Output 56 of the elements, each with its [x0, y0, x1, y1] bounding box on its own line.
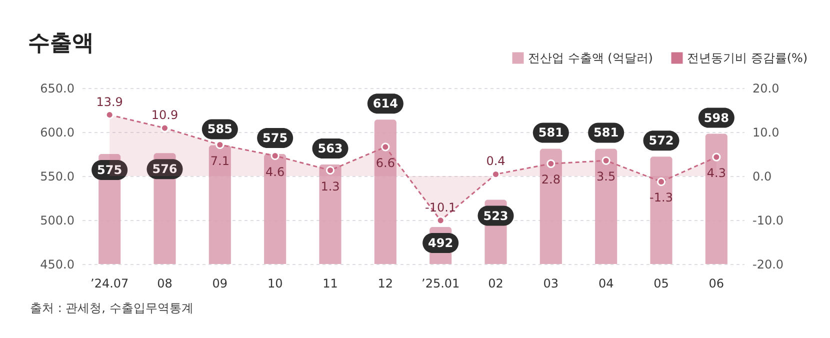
point — [546, 159, 556, 168]
data-label: 7.1 — [210, 154, 230, 168]
data-label: 6.6 — [376, 156, 395, 170]
x-tick-label: 04 — [598, 276, 614, 290]
data-label: 492 — [428, 236, 454, 250]
data-label: 13.9 — [96, 94, 123, 109]
y2-tick-label: 20.0 — [752, 82, 780, 96]
point — [381, 142, 390, 152]
chart-title: 수출액 — [28, 30, 94, 58]
x-tick-label: 09 — [212, 276, 228, 290]
y-tick-label: 450.0 — [40, 258, 74, 272]
x-tick-label: ’25.01 — [421, 276, 460, 290]
x-tick-label: 06 — [708, 276, 724, 290]
data-label: 10.9 — [151, 108, 178, 122]
y-tick-label: 600.0 — [40, 126, 74, 140]
point — [602, 156, 610, 165]
y-tick-label: 550.0 — [40, 170, 74, 184]
data-label: 0.4 — [486, 154, 506, 168]
data-label: 575 — [97, 163, 122, 177]
data-label: 572 — [648, 134, 674, 148]
data-label: 575 — [262, 131, 288, 145]
point — [712, 152, 721, 162]
point — [656, 177, 666, 186]
source-note: 출처 : 관세청, 수출입무역통계 — [30, 300, 194, 317]
data-label: 1.3 — [320, 179, 340, 194]
x-tick-label: 10 — [267, 276, 283, 290]
y2-tick-label: -10.0 — [752, 214, 784, 228]
x-tick-label: ’24.07 — [90, 276, 129, 290]
y2-tick-label: 0.0 — [752, 170, 772, 184]
data-label: 4.3 — [706, 166, 726, 180]
y-tick-label: 650.0 — [40, 82, 74, 96]
data-label: 3.5 — [596, 170, 616, 184]
data-label: 563 — [318, 142, 343, 156]
data-label: -10.1 — [425, 200, 456, 214]
data-label: 576 — [152, 162, 178, 176]
legend-label: 전년동기비 증감률(%) — [687, 51, 808, 65]
data-label: 523 — [483, 208, 508, 223]
x-tick-label: 11 — [322, 276, 338, 290]
data-label: 581 — [538, 126, 564, 140]
point — [326, 166, 335, 175]
y-tick-label: 500.0 — [40, 214, 74, 228]
data-label: 581 — [594, 126, 619, 140]
data-label: 614 — [372, 96, 398, 111]
x-tick-label: 05 — [654, 276, 669, 290]
legend-label: 전산업 수출액 (억달러) — [528, 51, 653, 65]
data-label: 585 — [207, 122, 232, 136]
data-label: -1.3 — [650, 190, 673, 205]
data-label: 598 — [704, 110, 729, 125]
data-label: 4.6 — [266, 164, 285, 179]
data-label: 2.8 — [541, 172, 560, 187]
x-tick-label: 08 — [157, 276, 172, 290]
y2-tick-label: 10.0 — [752, 126, 780, 140]
x-tick-label: 02 — [488, 276, 504, 290]
x-tick-label: 12 — [378, 276, 394, 290]
x-tick-label: 03 — [543, 276, 559, 290]
y2-tick-label: -20.0 — [752, 258, 784, 272]
